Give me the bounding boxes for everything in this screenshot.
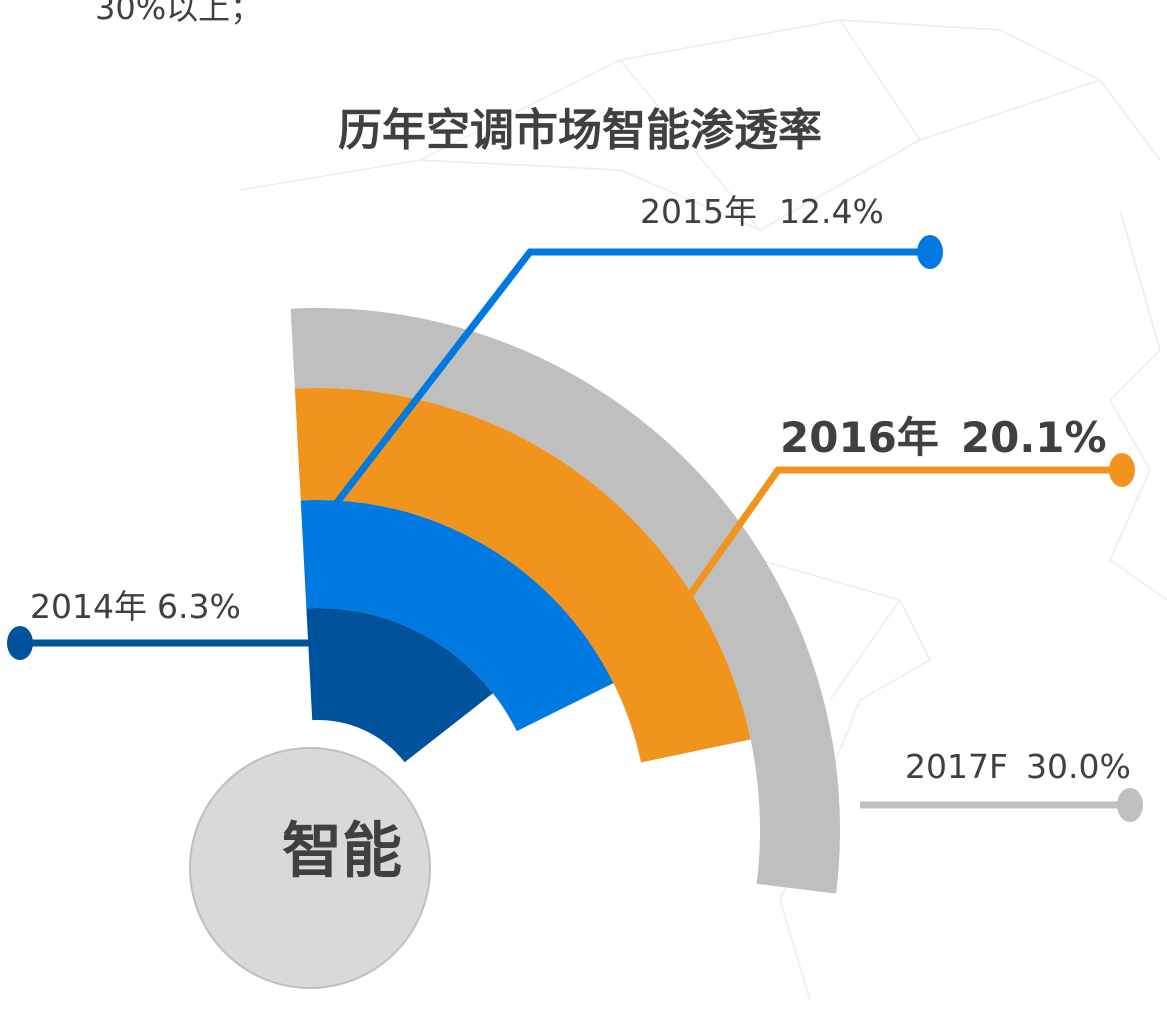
category-label: 2014年	[30, 587, 147, 626]
chart-title: 历年空调市场智能渗透率	[338, 105, 822, 156]
data-label: 2014年 6.3%	[30, 587, 241, 626]
leader-dot	[917, 235, 943, 269]
intro-fragment: 30%以上；	[95, 0, 262, 27]
value-label: 12.4%	[779, 192, 884, 231]
value-label: 30.0%	[1026, 747, 1131, 786]
category-label: 2015年	[640, 192, 757, 231]
leader-dot	[1109, 453, 1135, 487]
data-label: 2017F 30.0%	[905, 747, 1131, 786]
category-label: 2017F	[905, 747, 1008, 786]
center-label: 智能	[282, 817, 402, 887]
data-label: 2016年 20.1%	[780, 413, 1107, 462]
leader-dot	[1117, 788, 1143, 822]
value-label: 20.1%	[961, 413, 1107, 462]
category-label: 2016年	[780, 413, 939, 462]
page: 30%以上； 历年空调市场智能渗透率 2014年6.3%2015年12.4%20…	[0, 0, 1167, 1032]
value-label: 6.3%	[157, 587, 241, 626]
leader-dot	[7, 626, 33, 660]
data-label: 2015年 12.4%	[640, 192, 884, 231]
